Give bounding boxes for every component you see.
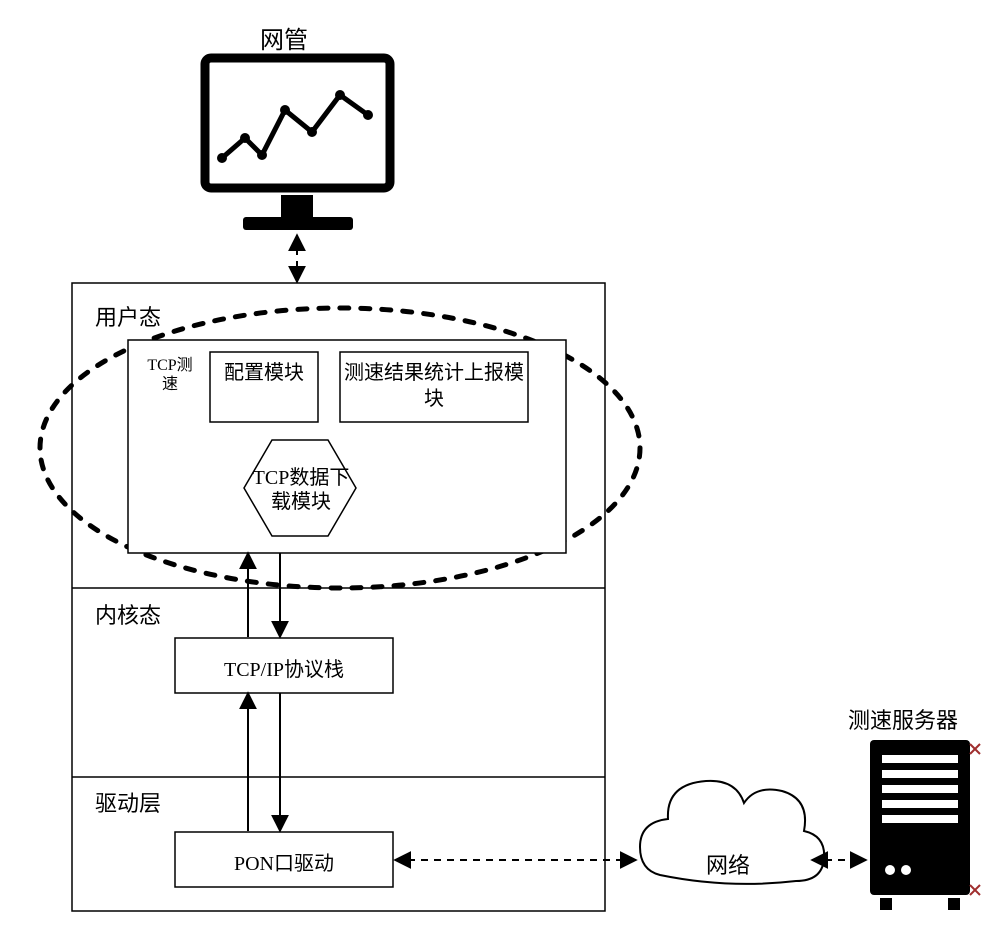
- user-space-label: 用户态: [95, 300, 161, 332]
- network-label: 网络: [688, 848, 768, 880]
- nms-title: 网管: [260, 20, 308, 55]
- pon-driver-label: PON口驱动: [175, 847, 393, 876]
- server-icon: [870, 740, 980, 910]
- server-label: 测速服务器: [848, 703, 958, 735]
- config-module-label: 配置模块: [210, 360, 318, 386]
- download-module-label: TCP数据下载模块: [243, 466, 359, 514]
- tcp-speed-label: TCP测速: [140, 356, 200, 394]
- highlight-ellipse: [40, 308, 640, 588]
- monitor-icon: [205, 58, 390, 230]
- kernel-space-label: 内核态: [95, 598, 161, 630]
- driver-layer-label: 驱动层: [95, 786, 161, 818]
- result-module-label: 测速结果统计上报模块: [340, 360, 528, 412]
- tcpip-stack-label: TCP/IP协议栈: [175, 653, 393, 682]
